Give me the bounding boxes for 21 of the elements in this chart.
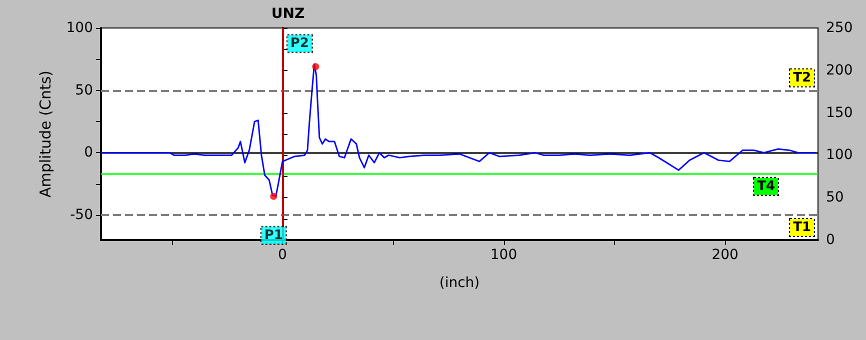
y2-tick-label: 0 (826, 232, 835, 248)
ref-line-label: T4 (757, 178, 775, 194)
annotation: P1 (264, 228, 283, 243)
y2-tick-label: 50 (826, 190, 844, 206)
chart-title: UNZ (271, 6, 305, 22)
y-tick-label: 50 (75, 82, 93, 98)
y2-tick-label: 100 (826, 147, 853, 164)
y-tick-label: 0 (84, 144, 93, 161)
ref-line-label: T2 (793, 70, 811, 86)
y2-tick-label: 250 (826, 20, 853, 36)
ref-line-label: T1 (793, 220, 811, 236)
x-tick-label: 200 (712, 247, 738, 263)
y-axis-title: Amplitude (Cnts) (36, 70, 54, 198)
annotation: P2 (290, 36, 309, 52)
y-tick-label: -50 (70, 207, 93, 224)
x-axis-title: (inch) (439, 275, 480, 291)
y-tick-label: 100 (66, 20, 93, 36)
y2-tick-label: 200 (826, 62, 853, 78)
y2-tick-label: 150 (826, 104, 853, 121)
x-tick-label: 100 (490, 247, 518, 263)
x-tick-label: 0 (278, 247, 287, 263)
